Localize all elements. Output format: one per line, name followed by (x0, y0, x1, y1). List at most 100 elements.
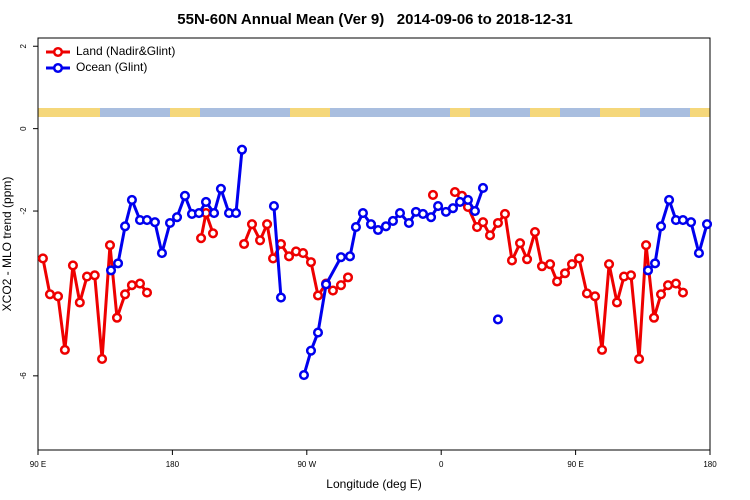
data-point (239, 238, 250, 250)
data-point (126, 194, 137, 205)
data-point (648, 312, 660, 323)
data-point (477, 217, 489, 228)
data-point (403, 217, 414, 229)
x-tick-label: 180 (166, 460, 180, 469)
data-point (677, 287, 689, 298)
x-tick-label: 90 E (567, 460, 583, 469)
data-point (447, 203, 459, 214)
data-point (134, 278, 146, 289)
data-point (283, 251, 295, 262)
data-point (604, 259, 615, 270)
data-point (372, 224, 384, 236)
data-point (156, 248, 167, 259)
data-point (492, 314, 503, 325)
data-point (305, 345, 317, 356)
y-axis-title: XCO2 - MLO trend (ppm) (0, 177, 14, 312)
data-point (559, 268, 571, 279)
data-point (37, 253, 48, 264)
data-point (641, 240, 652, 251)
data-point (335, 280, 347, 291)
data-point (611, 297, 623, 308)
data-point (196, 233, 207, 244)
legend-label: Ocean (Glint) (76, 60, 147, 74)
data-point (693, 248, 704, 259)
data-point (111, 312, 123, 323)
data-point (596, 344, 608, 355)
data-point (141, 215, 153, 226)
data-point (312, 290, 324, 301)
data-point (655, 289, 667, 300)
plot-frame (37, 37, 711, 451)
data-point (344, 251, 356, 262)
data-point (350, 222, 361, 233)
data-point (335, 252, 347, 263)
data-point (471, 222, 483, 233)
data-point (634, 353, 645, 364)
data-point (522, 254, 533, 265)
data-point (484, 230, 496, 241)
data-point (545, 259, 556, 270)
x-tick-label: 90 W (297, 460, 316, 469)
data-point (104, 240, 116, 251)
data-point (685, 217, 697, 228)
data-point (321, 279, 332, 290)
data-point (425, 212, 437, 223)
data-point (589, 291, 601, 302)
data-point (275, 292, 287, 303)
data-point (642, 265, 654, 276)
data-point (327, 285, 338, 296)
data-point (417, 208, 429, 219)
data-point (433, 201, 444, 212)
data-point (262, 219, 273, 230)
data-point (97, 353, 108, 364)
data-point (499, 208, 511, 219)
data-point (357, 208, 368, 219)
data-point (149, 217, 160, 228)
data-point (625, 270, 637, 281)
data-point (454, 196, 466, 208)
data-point (59, 344, 70, 355)
series-line (109, 149, 709, 376)
data-point (255, 235, 266, 246)
data-point (662, 280, 674, 291)
data-point (492, 217, 503, 229)
data-point (126, 280, 137, 291)
data-point (141, 287, 153, 298)
data-point (387, 215, 399, 226)
y-tick-label: 2 (19, 43, 28, 48)
data-point (209, 208, 220, 219)
data-point (215, 183, 226, 194)
y-tick-label: 0 (19, 126, 28, 131)
x-tick-label: 180 (703, 460, 717, 469)
data-point (581, 288, 592, 299)
x-axis-title: Longitude (deg E) (326, 477, 421, 491)
data-point (664, 194, 675, 205)
data-point (246, 219, 258, 230)
data-point (670, 278, 682, 289)
data-point (268, 201, 279, 212)
data-point (462, 194, 473, 205)
data-point (236, 144, 248, 155)
data-point (105, 265, 117, 276)
data-point (89, 270, 100, 281)
data-point (566, 259, 578, 270)
legend-marker (52, 62, 64, 74)
data-point (200, 196, 212, 208)
data-point (365, 219, 377, 230)
data-point (380, 221, 391, 232)
y-tick-label: -2 (19, 207, 28, 215)
data-point (427, 189, 439, 201)
data-point (536, 261, 548, 272)
data-point (74, 297, 85, 308)
data-point (179, 190, 190, 201)
x-tick-label: 0 (439, 460, 444, 469)
data-point (312, 327, 324, 338)
data-point (701, 219, 713, 230)
data-point (120, 221, 131, 232)
data-point (164, 217, 176, 229)
data-point (305, 257, 317, 268)
data-point (44, 289, 55, 300)
data-point (230, 208, 242, 219)
data-point (573, 253, 585, 264)
